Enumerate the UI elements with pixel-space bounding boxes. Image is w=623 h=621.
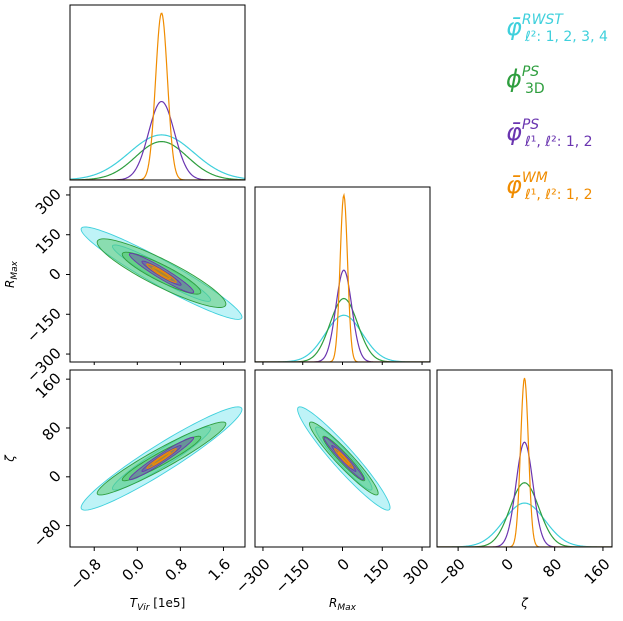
- diag-curve-tvir-rwst: [70, 134, 245, 180]
- y-tick-label: 150: [32, 225, 65, 258]
- x-tick-label: 0.8: [162, 555, 192, 585]
- y-tick-label: 0: [45, 467, 64, 486]
- pair-panel-tvir-zeta: [69, 369, 246, 548]
- legend-entry-ps-3d: ϕPS: [506, 64, 539, 93]
- pair-panel-tvir-rmax: [69, 186, 246, 363]
- diag-curve-tvir-ps-3d: [70, 140, 245, 180]
- diag-curve-rmax-rwst: [255, 314, 430, 362]
- legend-sub-ps: ℓ¹, ℓ²: 1, 2: [524, 134, 593, 150]
- x-tick-label: 0: [498, 555, 517, 574]
- diag-panel-rmax: [254, 186, 431, 363]
- diag-panel-tvir: [69, 4, 246, 181]
- legend-entry-rwst: φ̄RWST: [506, 12, 564, 41]
- x-tick-label: 160: [581, 555, 614, 588]
- pair-frame-tvir-zeta: [69, 369, 246, 548]
- x-tick-label: 80: [539, 555, 565, 581]
- y-tick-label: −80: [30, 516, 65, 551]
- diag-curve-rmax-ps: [255, 269, 430, 362]
- diag-curve-zeta-wm: [437, 377, 612, 547]
- x-axis-label-zeta: ζ: [520, 596, 529, 610]
- x-axis-rmax: −300−150 0 150 300 RMax: [232, 547, 433, 613]
- y-tick-label: 300: [32, 185, 65, 218]
- legend-entry-wm: φ̄WM: [506, 170, 548, 199]
- diag-curve-rmax-ps-3d: [255, 297, 430, 362]
- diag-frame-zeta: [436, 369, 613, 548]
- x-tick-label: −0.8: [66, 555, 104, 593]
- x-tick-label: 0.0: [118, 555, 148, 585]
- x-axis-label-rmax: RMax: [329, 596, 357, 613]
- diag-curve-zeta-ps: [437, 441, 612, 547]
- diag-curve-zeta-ps-3d: [437, 482, 612, 547]
- diag-curve-tvir-ps: [70, 100, 245, 180]
- x-axis-zeta: −80 0 80 160 ζ: [434, 547, 614, 610]
- legend-sub-rwst: ℓ²: 1, 2, 3, 4: [524, 29, 608, 45]
- y-tick-label: 80: [39, 418, 65, 444]
- y-tick-label: 0: [45, 265, 64, 284]
- x-tick-label: 0: [334, 555, 353, 574]
- diag-panel-zeta: [436, 369, 613, 548]
- diag-curve-tvir-wm: [70, 12, 245, 180]
- x-tick-label: 1.6: [205, 555, 235, 585]
- y-axis-label-zeta: ζ: [3, 454, 17, 463]
- x-axis-label-tvir: TVir [1e5]: [130, 596, 186, 613]
- diag-curve-rmax-wm: [255, 192, 430, 362]
- diag-curve-zeta-rwst: [437, 502, 612, 547]
- x-tick-label: −300: [232, 555, 274, 597]
- y-tick-label: −150: [23, 304, 65, 346]
- diag-frame-tvir: [69, 4, 246, 181]
- x-tick-label: 300: [400, 555, 433, 588]
- contour-tvir-rmax-wm-1sigma: [152, 267, 171, 280]
- pair-panel-rmax-zeta: [254, 369, 431, 548]
- x-tick-label: −150: [272, 555, 314, 597]
- legend-entry-ps: φ̄PS: [506, 117, 539, 146]
- y-axis-label-rmax: RMax: [3, 260, 20, 288]
- x-tick-label: −80: [434, 555, 469, 590]
- x-tick-label: 150: [360, 555, 393, 588]
- legend-sub-ps-3d: 3D: [525, 81, 545, 97]
- contour-rmax-zeta-wm-1sigma: [337, 452, 350, 465]
- legend-sub-wm: ℓ¹, ℓ²: 1, 2: [524, 187, 593, 203]
- x-axis-tvir: −0.8 0.0 0.8 1.6 TVir [1e5]: [66, 547, 234, 613]
- contour-tvir-zeta-wm-1sigma: [152, 452, 171, 465]
